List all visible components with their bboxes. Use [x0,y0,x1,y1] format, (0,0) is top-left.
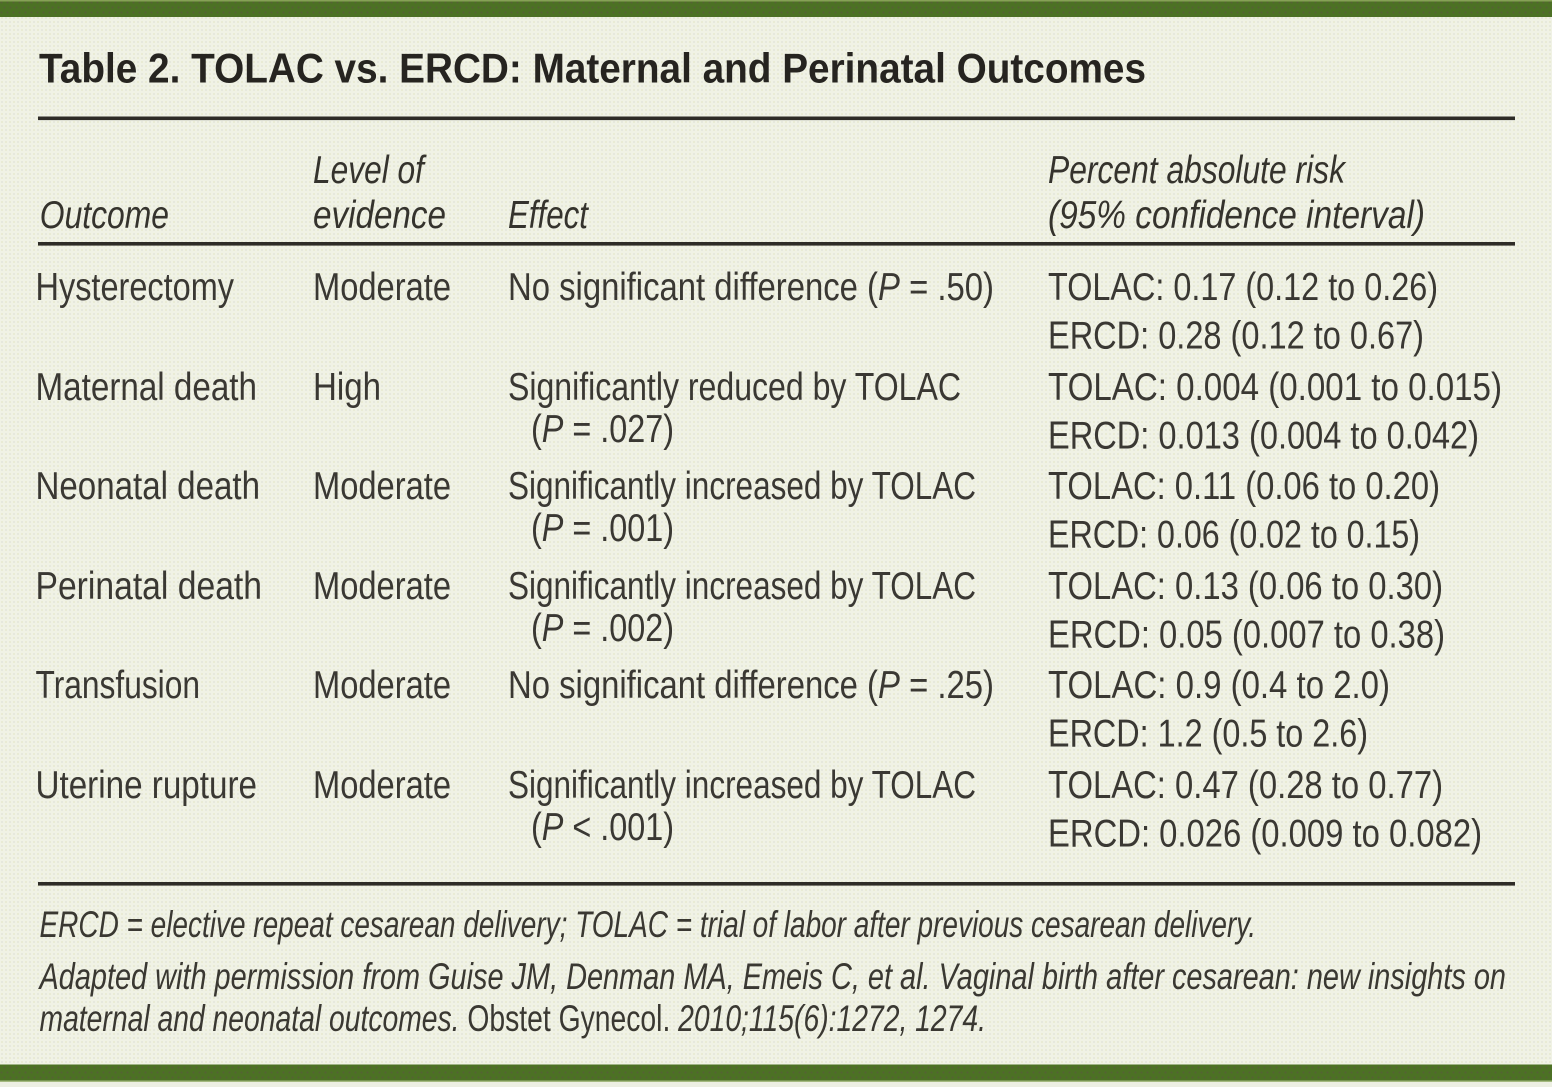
svg-text:< .001): < .001) [563,806,674,849]
svg-text:TOLAC: 0.17 (0.12 to 0.26): TOLAC: 0.17 (0.12 to 0.26) [1048,266,1438,309]
svg-text:P: P [542,507,564,550]
svg-text:Significantly increased by TOL: Significantly increased by TOLAC [508,465,976,508]
svg-text:(: ( [531,408,542,451]
svg-text:Moderate: Moderate [313,565,451,608]
svg-text:Significantly reduced by TOLAC: Significantly reduced by TOLAC [508,366,961,409]
svg-text:(: ( [531,607,542,650]
svg-text:Moderate: Moderate [313,465,451,508]
svg-text:evidence: evidence [313,194,446,237]
svg-text:TOLAC: 0.11 (0.06 to 0.20): TOLAC: 0.11 (0.06 to 0.20) [1048,465,1440,508]
svg-text:= .001): = .001) [563,507,674,550]
svg-text:TOLAC: 0.47 (0.28 to 0.77): TOLAC: 0.47 (0.28 to 0.77) [1048,764,1443,807]
svg-text:Perinatal death: Perinatal death [36,565,263,608]
svg-text:Outcome: Outcome [40,194,169,237]
svg-text:= .002): = .002) [563,607,674,650]
svg-text:(: ( [531,806,542,849]
svg-text:Neonatal death: Neonatal death [36,465,261,508]
svg-text:TOLAC: 0.13 (0.06 to 0.30): TOLAC: 0.13 (0.06 to 0.30) [1048,565,1443,608]
svg-text:Hysterectomy: Hysterectomy [36,266,235,309]
svg-text:ERCD: 0.05 (0.007 to 0.38): ERCD: 0.05 (0.007 to 0.38) [1048,614,1445,657]
svg-text:ERCD: 0.06 (0.02 to 0.15): ERCD: 0.06 (0.02 to 0.15) [1048,514,1420,557]
svg-text:Transfusion: Transfusion [36,664,201,707]
svg-text:(: ( [531,507,542,550]
svg-text:ERCD: 0.013 (0.004 to 0.042): ERCD: 0.013 (0.004 to 0.042) [1048,415,1479,458]
svg-text:Moderate: Moderate [313,664,451,707]
svg-text:= .027): = .027) [563,408,674,451]
svg-text:maternal and neonatal outcomes: maternal and neonatal outcomes. [40,998,468,1039]
svg-text:ERCD: 0.28 (0.12 to 0.67): ERCD: 0.28 (0.12 to 0.67) [1048,315,1424,358]
svg-text:P: P [542,806,564,849]
svg-text:ERCD: 1.2 (0.5 to 2.6): ERCD: 1.2 (0.5 to 2.6) [1048,713,1368,756]
svg-text:Table 2. TOLAC vs. ERCD: Mater: Table 2. TOLAC vs. ERCD: Maternal and Pe… [39,45,1146,92]
svg-text:= .25): = .25) [900,664,994,707]
svg-text:ERCD: 0.026 (0.009 to 0.082): ERCD: 0.026 (0.009 to 0.082) [1048,813,1482,856]
svg-text:= .50): = .50) [900,266,994,309]
svg-text:2010;115(6):1272, 1274.: 2010;115(6):1272, 1274. [677,998,986,1039]
svg-text:(95% confidence interval): (95% confidence interval) [1048,194,1425,237]
svg-text:High: High [313,366,381,409]
svg-text:P: P [878,266,900,309]
svg-text:ERCD = elective repeat cesarea: ERCD = elective repeat cesarean delivery… [40,904,1257,945]
svg-text:No significant difference (: No significant difference ( [508,664,878,707]
svg-text:P: P [542,607,564,650]
svg-text:Uterine rupture: Uterine rupture [36,764,258,807]
svg-text:Obstet Gynecol.: Obstet Gynecol. [467,998,678,1039]
svg-text:Moderate: Moderate [313,764,451,807]
svg-text:P: P [878,664,900,707]
svg-text:Percent absolute risk: Percent absolute risk [1048,149,1347,192]
svg-text:No significant difference (: No significant difference ( [508,266,878,309]
svg-text:Moderate: Moderate [313,266,451,309]
svg-text:TOLAC: 0.9 (0.4 to 2.0): TOLAC: 0.9 (0.4 to 2.0) [1048,664,1390,707]
svg-text:TOLAC: 0.004 (0.001 to 0.015): TOLAC: 0.004 (0.001 to 0.015) [1048,366,1502,409]
svg-text:Maternal death: Maternal death [36,366,258,409]
svg-text:Significantly increased by TOL: Significantly increased by TOLAC [508,565,976,608]
svg-text:Significantly increased by TOL: Significantly increased by TOLAC [508,764,976,807]
svg-text:Adapted with permission from G: Adapted with permission from Guise JM, D… [38,956,1506,997]
svg-text:Level of: Level of [313,149,427,192]
svg-text:Effect: Effect [508,194,590,237]
svg-text:P: P [542,408,564,451]
